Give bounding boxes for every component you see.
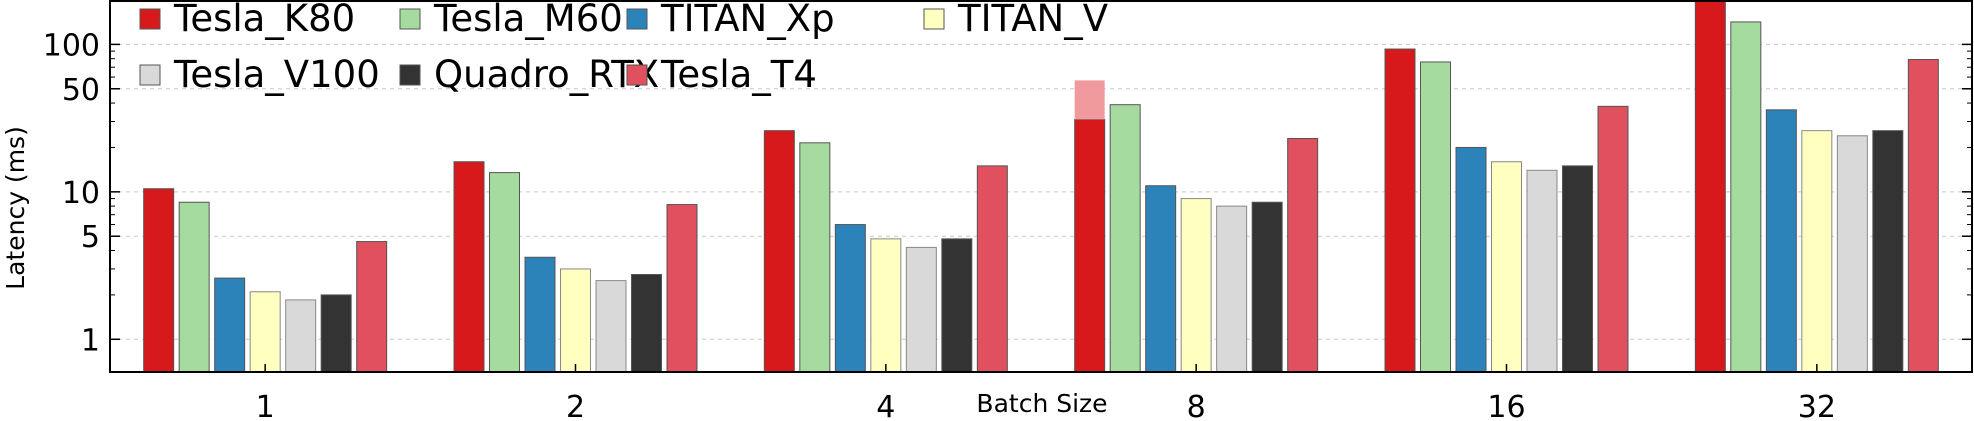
bar-Tesla_V100-8 <box>1216 205 1248 373</box>
bar-TITAN_V-8 <box>1180 198 1212 373</box>
bar-Tesla_K80-16 <box>1384 48 1416 373</box>
bar-Quadro_RTX-8 <box>1251 201 1283 373</box>
bar-Tesla_M60-8 <box>1109 104 1141 373</box>
legend-swatch-Quadro_RTX <box>399 64 421 86</box>
bar-Tesla_V100-16 <box>1526 169 1558 373</box>
legend-swatch-TITAN_V <box>923 8 945 30</box>
bar-Tesla_M60-16 <box>1420 61 1451 373</box>
x-tick-label: 32 <box>1798 390 1836 421</box>
bar-TITAN_Xp-4 <box>834 224 866 373</box>
bar-TITAN_Xp-16 <box>1455 146 1487 373</box>
y-tick-label: 100 <box>43 28 100 63</box>
bar-TITAN_V-16 <box>1491 161 1522 373</box>
bar-Tesla_K80-4 <box>763 130 795 373</box>
bar-Tesla_T4-16 <box>1597 105 1629 373</box>
bar-Tesla_M60-2 <box>489 172 520 373</box>
x-ticks: 1 2 4 8 16 32 <box>256 364 1836 421</box>
legend-label-Quadro_RTX: Quadro_RTX <box>434 53 659 96</box>
bar-TITAN_V-32 <box>1801 130 1833 373</box>
bar-TITAN_Xp-2 <box>524 256 556 373</box>
bar-Tesla_T4-32 <box>1907 58 1939 373</box>
bar-TITAN_Xp-32 <box>1765 109 1797 373</box>
bar-TITAN_V-4 <box>870 238 902 373</box>
legend-swatch-Tesla_T4 <box>626 64 648 86</box>
bar-Tesla_K80-2 <box>453 161 485 373</box>
bar-annotation-8 <box>1074 80 1105 120</box>
legend-label-Tesla_V100: Tesla_V100 <box>173 53 380 96</box>
bar-Tesla_V100-4 <box>905 246 937 373</box>
bar-Tesla_V100-1 <box>285 299 317 373</box>
x-tick-label: 16 <box>1487 390 1525 421</box>
x-tick-label: 8 <box>1187 390 1206 421</box>
bar-Quadro_RTX-32 <box>1872 130 1904 373</box>
bar-Tesla_V100-32 <box>1836 135 1868 373</box>
bar-Tesla_M60-32 <box>1730 21 1762 373</box>
bar-Quadro_RTX-16 <box>1562 165 1593 373</box>
bar-Tesla_K80-1 <box>143 188 175 373</box>
legend-swatch-Tesla_V100 <box>139 64 161 86</box>
legend-swatch-Tesla_M60 <box>399 8 421 30</box>
bar-Tesla_T4-2 <box>666 204 698 373</box>
bar-TITAN_V-2 <box>560 268 591 373</box>
legend-swatch-Tesla_K80 <box>139 8 161 30</box>
bar-Quadro_RTX-4 <box>941 238 973 373</box>
bar-TITAN_Xp-8 <box>1145 185 1177 373</box>
bar-Tesla_T4-4 <box>976 165 1008 373</box>
bar-Tesla_K80-8 <box>1074 118 1106 373</box>
plot-frame <box>109 0 1973 373</box>
bar-TITAN_Xp-1 <box>214 277 246 373</box>
grid-lines <box>110 43 1972 340</box>
bar-Tesla_T4-8 <box>1287 138 1319 373</box>
y-tick-label: 50 <box>62 73 100 108</box>
bar-Tesla_M60-4 <box>799 142 831 373</box>
x-tick-label: 1 <box>256 390 275 421</box>
legend-label-TITAN_Xp: TITAN_Xp <box>660 0 835 40</box>
y-tick-label: 5 <box>81 220 100 255</box>
bars <box>143 0 1939 373</box>
legend-label-Tesla_M60: Tesla_M60 <box>433 0 623 40</box>
y-ticks: 1 5 10 50 100 <box>43 0 1972 358</box>
bar-Tesla_M60-1 <box>178 201 210 373</box>
legend-label-TITAN_V: TITAN_V <box>957 0 1108 40</box>
legend: Tesla_K80 Tesla_M60 TITAN_Xp TITAN_V Tesla_V… <box>139 0 1108 96</box>
y-tick-label: 10 <box>62 176 100 211</box>
bar-TITAN_V-1 <box>249 291 281 373</box>
bar-Tesla_T4-1 <box>356 241 388 373</box>
bar-Quadro_RTX-1 <box>320 294 352 373</box>
legend-label-Tesla_K80: Tesla_K80 <box>173 0 355 40</box>
bar-Quadro_RTX-2 <box>631 274 662 373</box>
legend-label-Tesla_T4: Tesla_T4 <box>660 53 817 96</box>
x-tick-label: 4 <box>876 390 895 421</box>
bar-Tesla_V100-2 <box>595 280 627 373</box>
bar-Tesla_K80-32 <box>1694 0 1726 373</box>
x-tick-label: 2 <box>566 390 585 421</box>
x-axis-title: Batch Size <box>976 389 1107 418</box>
legend-swatch-TITAN_Xp <box>626 8 648 30</box>
y-tick-label: 1 <box>81 323 100 358</box>
y-axis-title: Latency (ms) <box>1 126 30 290</box>
